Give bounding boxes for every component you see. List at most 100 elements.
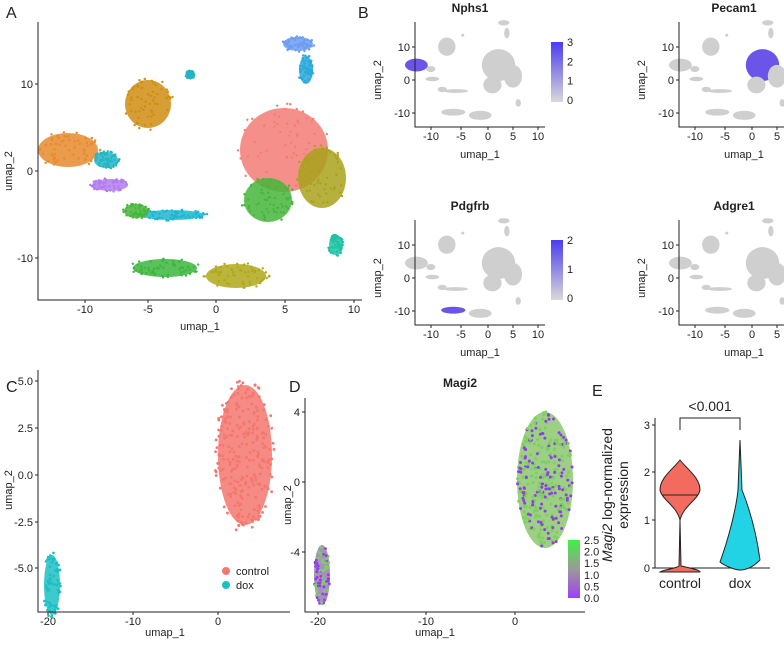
cell-cluster bbox=[498, 20, 510, 26]
cell bbox=[161, 209, 164, 212]
cell bbox=[280, 218, 283, 221]
cell bbox=[62, 131, 66, 134]
cell bbox=[96, 188, 100, 191]
cell bbox=[225, 435, 229, 438]
cell bbox=[302, 67, 305, 70]
cell-cluster bbox=[705, 108, 730, 116]
cell bbox=[177, 260, 181, 263]
cell bbox=[297, 45, 300, 49]
cell bbox=[544, 481, 548, 485]
cell bbox=[237, 512, 241, 516]
cell bbox=[549, 502, 553, 506]
cell bbox=[551, 526, 555, 530]
cell bbox=[287, 184, 291, 187]
cell bbox=[326, 588, 329, 592]
cell bbox=[261, 183, 264, 187]
cell bbox=[144, 205, 147, 208]
cell bbox=[325, 132, 329, 136]
cell bbox=[55, 568, 59, 571]
cell bbox=[540, 523, 544, 527]
cell bbox=[184, 268, 188, 272]
cell bbox=[231, 467, 234, 471]
cell-cluster bbox=[779, 297, 784, 305]
y-tick-label: 0 bbox=[294, 477, 300, 489]
cell bbox=[256, 516, 260, 520]
cell bbox=[309, 61, 313, 64]
cell bbox=[539, 475, 543, 479]
colorbar-label: 0 bbox=[567, 293, 573, 305]
cell bbox=[149, 123, 153, 126]
cell bbox=[316, 567, 319, 571]
cell bbox=[285, 155, 288, 158]
cell bbox=[78, 142, 82, 145]
cell bbox=[167, 219, 170, 222]
cell bbox=[194, 209, 197, 213]
cell bbox=[528, 437, 532, 441]
cell bbox=[166, 90, 170, 94]
cell bbox=[246, 155, 250, 158]
cell bbox=[284, 107, 287, 111]
cell bbox=[247, 431, 251, 435]
cell bbox=[233, 274, 236, 277]
cell bbox=[118, 157, 121, 161]
cell bbox=[144, 100, 147, 103]
cell bbox=[312, 117, 315, 121]
cell bbox=[140, 268, 143, 271]
cell bbox=[544, 487, 548, 491]
cell bbox=[316, 564, 320, 568]
cell bbox=[85, 154, 89, 157]
cell bbox=[136, 122, 139, 126]
colorbar-label: 1.5 bbox=[584, 558, 599, 570]
cell bbox=[306, 71, 310, 74]
cell bbox=[297, 36, 300, 40]
cell bbox=[303, 65, 306, 68]
cell bbox=[289, 130, 292, 133]
cell bbox=[303, 158, 307, 161]
cell bbox=[295, 134, 299, 137]
axis bbox=[304, 398, 585, 613]
cell bbox=[288, 44, 291, 47]
cell bbox=[151, 269, 154, 273]
cell bbox=[301, 57, 305, 61]
cell bbox=[113, 158, 116, 161]
cell bbox=[49, 142, 53, 146]
cell bbox=[332, 188, 336, 191]
cell bbox=[112, 190, 115, 193]
cell bbox=[267, 185, 271, 188]
cell bbox=[243, 128, 246, 132]
cell bbox=[230, 447, 234, 451]
cell bbox=[90, 159, 93, 163]
cell bbox=[146, 93, 150, 96]
cell bbox=[50, 560, 54, 564]
cell bbox=[236, 480, 240, 484]
cell bbox=[262, 408, 266, 412]
cell bbox=[236, 387, 240, 391]
cell bbox=[249, 209, 252, 213]
x-tick-label: 0 bbox=[213, 304, 219, 316]
cell bbox=[297, 44, 301, 47]
cell bbox=[256, 386, 260, 389]
cell bbox=[132, 213, 135, 217]
cell bbox=[549, 456, 553, 460]
cell bbox=[249, 518, 253, 522]
cell bbox=[231, 457, 235, 461]
cell bbox=[537, 443, 541, 447]
cell bbox=[546, 471, 550, 475]
cell bbox=[258, 483, 261, 487]
cell bbox=[305, 147, 308, 151]
cell bbox=[229, 396, 233, 399]
cell bbox=[51, 604, 55, 608]
cell-cluster bbox=[702, 37, 720, 56]
cell bbox=[263, 444, 267, 448]
cell bbox=[182, 270, 186, 274]
cell bbox=[220, 424, 224, 428]
cell bbox=[226, 458, 230, 462]
cell bbox=[142, 108, 145, 112]
cell bbox=[566, 478, 570, 482]
cell bbox=[566, 441, 570, 445]
cell bbox=[339, 251, 342, 255]
cell bbox=[301, 110, 305, 113]
violin bbox=[658, 459, 701, 573]
cell bbox=[75, 131, 78, 135]
cell bbox=[154, 217, 157, 221]
